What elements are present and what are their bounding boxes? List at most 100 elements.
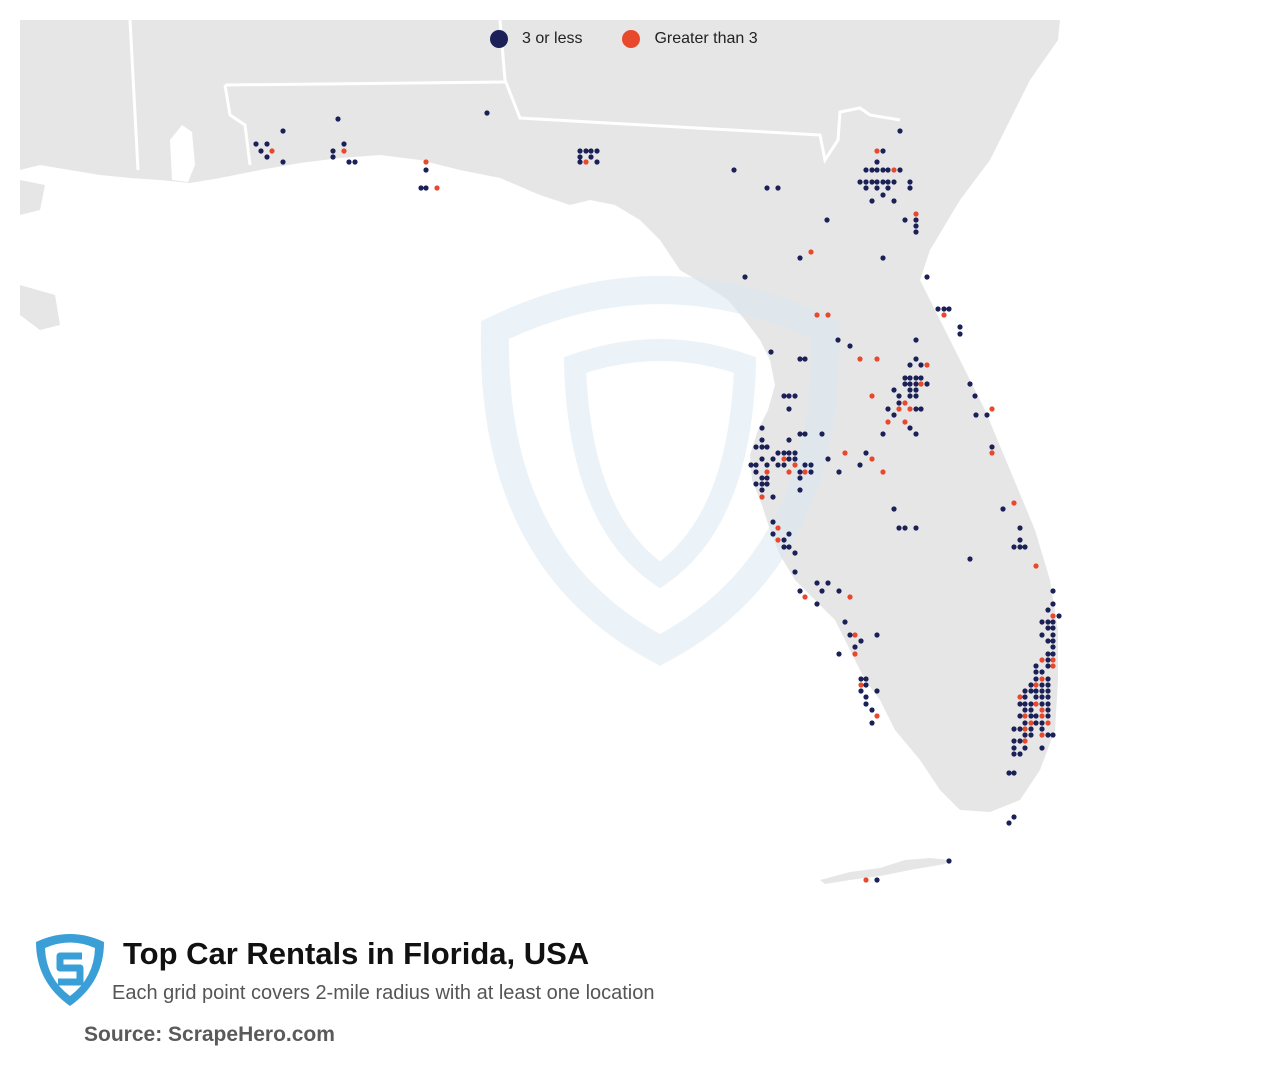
grid-point-low — [759, 437, 765, 443]
grid-point-low — [1028, 701, 1034, 707]
grid-point-low — [835, 337, 841, 343]
grid-point-low — [418, 185, 424, 191]
grid-point-high — [852, 651, 858, 657]
grid-point-low — [907, 381, 913, 387]
grid-point-low — [907, 387, 913, 393]
grid-point-low — [874, 632, 880, 638]
grid-point-high — [1022, 738, 1028, 744]
grid-point-high — [1039, 713, 1045, 719]
grid-point-low — [1033, 669, 1039, 675]
grid-point-high — [924, 362, 930, 368]
grid-point-low — [935, 306, 941, 312]
grid-point-low — [913, 356, 919, 362]
grid-point-low — [924, 381, 930, 387]
grid-point-low — [786, 393, 792, 399]
grid-point-low — [802, 356, 808, 362]
grid-point-high — [913, 211, 919, 217]
grid-point-low — [753, 469, 759, 475]
grid-point-low — [1028, 707, 1034, 713]
grid-point-low — [880, 192, 886, 198]
grid-point-low — [891, 387, 897, 393]
grid-point-low — [913, 406, 919, 412]
grid-point-low — [1045, 638, 1051, 644]
scrapehero-logo-icon — [36, 934, 104, 1006]
grid-point-low — [1006, 820, 1012, 826]
grid-point-low — [1039, 726, 1045, 732]
grid-point-low — [1045, 663, 1051, 669]
grid-point-low — [863, 694, 869, 700]
grid-point-low — [594, 148, 600, 154]
grid-point-high — [989, 450, 995, 456]
grid-point-low — [913, 381, 919, 387]
grid-point-low — [1050, 638, 1056, 644]
grid-point-low — [1022, 732, 1028, 738]
grid-point-low — [764, 462, 770, 468]
grid-point-low — [1022, 701, 1028, 707]
grid-point-low — [814, 580, 820, 586]
grid-point-low — [1017, 713, 1023, 719]
grid-point-high — [1033, 682, 1039, 688]
grid-point-low — [264, 141, 270, 147]
grid-point-low — [825, 456, 831, 462]
grid-points — [253, 110, 1062, 883]
grid-point-low — [913, 375, 919, 381]
grid-point-low — [858, 688, 864, 694]
grid-point-high — [808, 249, 814, 255]
grid-point-low — [874, 167, 880, 173]
grid-point-low — [902, 381, 908, 387]
grid-point-low — [1033, 713, 1039, 719]
grid-point-low — [781, 537, 787, 543]
mobile-bay — [170, 125, 195, 182]
grid-point-low — [484, 110, 490, 116]
grid-point-low — [797, 431, 803, 437]
grid-point-high — [775, 537, 781, 543]
grid-point-low — [781, 393, 787, 399]
grid-point-low — [874, 877, 880, 883]
grid-point-low — [253, 141, 259, 147]
grid-point-high — [1050, 663, 1056, 669]
florida-keys — [820, 858, 950, 884]
grid-point-high — [825, 312, 831, 318]
grid-point-low — [781, 544, 787, 550]
grid-point-low — [786, 531, 792, 537]
grid-point-low — [880, 179, 886, 185]
grid-point-low — [957, 331, 963, 337]
grid-point-low — [885, 406, 891, 412]
grid-point-low — [1033, 688, 1039, 694]
grid-point-low — [792, 393, 798, 399]
grid-point-high — [885, 419, 891, 425]
grid-point-low — [748, 462, 754, 468]
grid-point-high — [341, 148, 347, 154]
grid-point-low — [577, 148, 583, 154]
grid-point-low — [814, 601, 820, 607]
grid-point-low — [902, 375, 908, 381]
grid-point-low — [1028, 732, 1034, 738]
grid-point-low — [759, 487, 765, 493]
grid-point-low — [1028, 713, 1034, 719]
grid-point-low — [907, 425, 913, 431]
legend-item-high: Greater than 3 — [622, 30, 758, 48]
grid-point-low — [863, 179, 869, 185]
grid-point-low — [797, 356, 803, 362]
grid-point-low — [913, 525, 919, 531]
grid-point-low — [836, 588, 842, 594]
grid-point-low — [1017, 701, 1023, 707]
legend-dot-low-icon — [490, 30, 508, 48]
grid-point-high — [1045, 720, 1051, 726]
grid-point-low — [1017, 544, 1023, 550]
grid-point-low — [924, 274, 930, 280]
grid-point-low — [764, 475, 770, 481]
grid-point-low — [891, 198, 897, 204]
grid-point-low — [759, 475, 765, 481]
grid-point-high — [902, 400, 908, 406]
grid-point-high — [869, 456, 875, 462]
grid-point-low — [847, 632, 853, 638]
grid-point-low — [335, 116, 341, 122]
grid-point-low — [863, 701, 869, 707]
grid-point-low — [764, 481, 770, 487]
grid-point-low — [1033, 676, 1039, 682]
grid-point-low — [808, 462, 814, 468]
grid-point-low — [786, 450, 792, 456]
grid-point-low — [775, 450, 781, 456]
state-borders — [128, 19, 901, 171]
